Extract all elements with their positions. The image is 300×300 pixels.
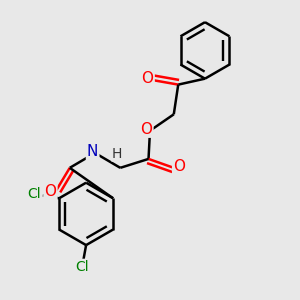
Text: O: O <box>44 184 56 199</box>
Text: H: H <box>112 147 122 160</box>
Text: Cl: Cl <box>28 187 41 201</box>
Text: O: O <box>140 122 152 137</box>
Text: O: O <box>142 71 154 86</box>
Text: O: O <box>173 159 185 174</box>
Text: N: N <box>87 144 98 159</box>
Text: Cl: Cl <box>75 260 88 274</box>
